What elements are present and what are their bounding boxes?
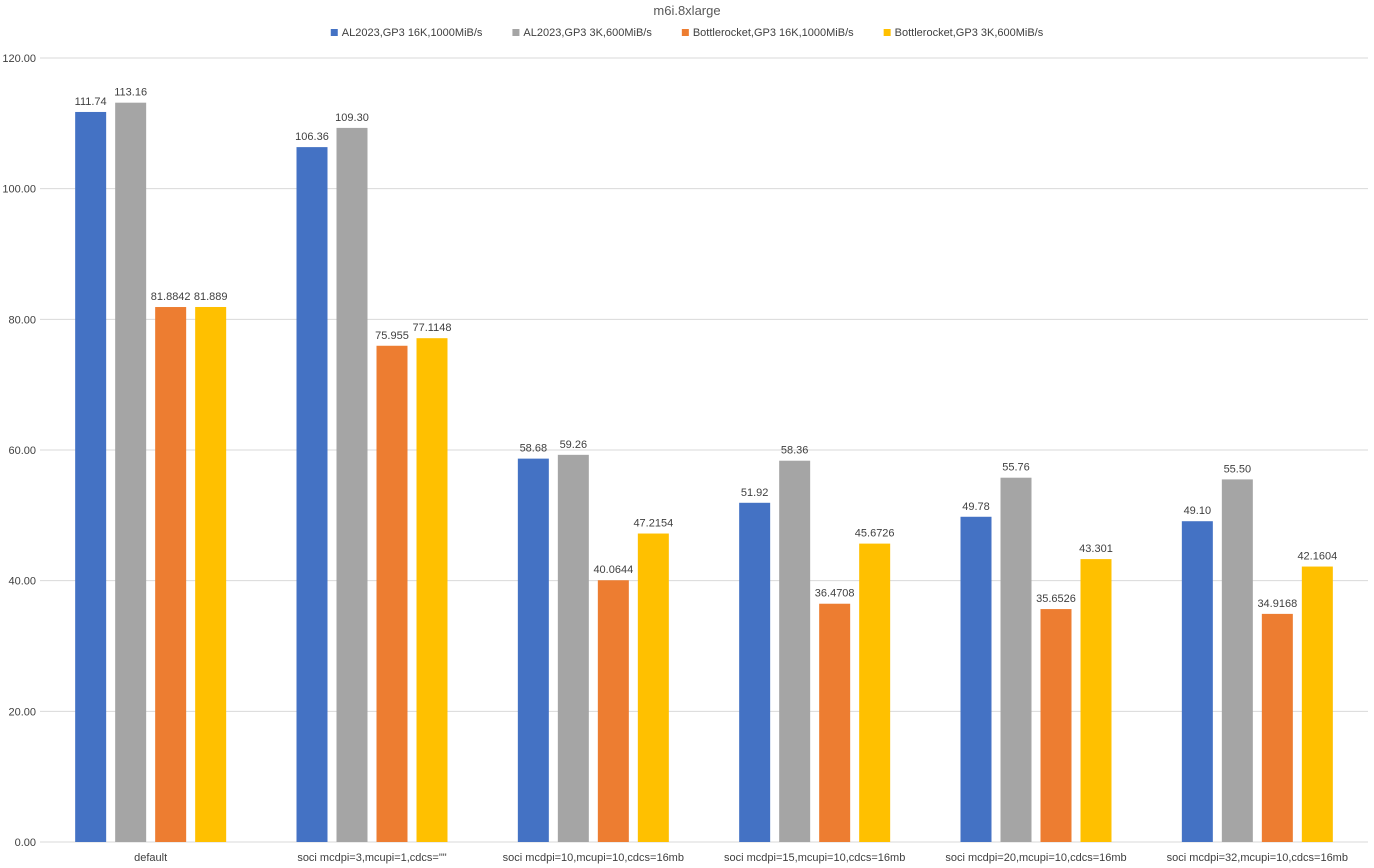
data-label: 49.78 <box>962 501 990 513</box>
legend-item: Bottlerocket,GP3 3K,600MiB/s <box>883 27 1044 39</box>
bar <box>376 345 408 842</box>
legend-swatch <box>512 29 520 36</box>
bar <box>416 338 448 842</box>
bar <box>296 147 328 842</box>
legend-swatch <box>883 29 891 36</box>
y-tick-label: 20.00 <box>8 706 36 718</box>
data-label: 49.10 <box>1184 505 1212 517</box>
bars <box>75 102 1333 843</box>
bar <box>637 533 669 842</box>
legend-label: Bottlerocket,GP3 3K,600MiB/s <box>895 27 1044 39</box>
x-category-label: soci mcdpi=20,mcupi=10,cdcs=16mb <box>945 852 1126 864</box>
data-label: 40.0644 <box>593 564 633 576</box>
data-label: 59.26 <box>560 439 588 451</box>
y-tick-label: 120.00 <box>2 53 36 65</box>
bar <box>1000 477 1032 842</box>
bar <box>336 127 368 842</box>
legend-label: AL2023,GP3 3K,600MiB/s <box>523 27 652 39</box>
data-label: 42.1604 <box>1297 551 1337 563</box>
bar <box>557 454 589 842</box>
data-label: 58.68 <box>520 443 548 455</box>
legend-item: AL2023,GP3 3K,600MiB/s <box>512 27 652 39</box>
y-tick-label: 100.00 <box>2 184 36 196</box>
bar <box>1301 566 1333 842</box>
legend: AL2023,GP3 16K,1000MiB/s AL2023,GP3 3K,60… <box>330 27 1044 39</box>
bar <box>75 111 107 842</box>
bar <box>1040 609 1072 842</box>
data-label: 45.6726 <box>855 528 895 540</box>
data-label: 77.1148 <box>413 322 452 334</box>
legend-swatch <box>330 29 338 36</box>
bar <box>819 603 851 842</box>
legend-label: AL2023,GP3 16K,1000MiB/s <box>342 27 483 39</box>
bar <box>960 516 992 842</box>
x-category-label: soci mcdpi=15,mcupi=10,cdcs=16mb <box>724 852 905 864</box>
data-label: 58.36 <box>781 445 809 457</box>
data-label: 35.6526 <box>1036 593 1076 605</box>
bar <box>517 458 549 842</box>
bar <box>115 102 147 843</box>
legend-label: Bottlerocket,GP3 16K,1000MiB/s <box>693 27 854 39</box>
data-label: 109.30 <box>335 112 369 124</box>
y-tick-label: 40.00 <box>8 576 36 588</box>
legend-item: Bottlerocket,GP3 16K,1000MiB/s <box>681 27 854 39</box>
data-label: 47.2154 <box>633 518 673 530</box>
x-category-label: soci mcdpi=10,mcupi=10,cdcs=16mb <box>503 852 684 864</box>
data-label: 55.76 <box>1002 462 1030 474</box>
y-tick-label: 60.00 <box>8 445 36 457</box>
x-axis-categories: default soci mcdpi=3,mcupi=1,cdcs="" soci … <box>134 852 1348 864</box>
data-label: 36.4708 <box>815 588 855 600</box>
data-label: 81.889 <box>194 291 228 303</box>
data-label: 81.8842 <box>151 291 191 303</box>
data-label: 34.9168 <box>1257 598 1297 610</box>
data-label: 75.955 <box>375 330 409 342</box>
bar <box>155 307 187 843</box>
bar <box>739 502 771 842</box>
bar <box>195 306 227 843</box>
bar <box>859 543 891 842</box>
bar <box>1221 479 1253 842</box>
data-label: 106.36 <box>295 131 329 143</box>
chart-title: m6i.8xlarge <box>653 3 720 18</box>
data-label: 51.92 <box>741 487 769 499</box>
data-label: 55.50 <box>1224 463 1252 475</box>
data-label: 43.301 <box>1079 543 1113 555</box>
y-axis-ticks: 0.00 20.00 40.00 60.00 80.00 100.00 120.00 <box>2 53 36 849</box>
data-labels: 111.74 113.16 81.8842 81.889 106.36 109.30 75.… <box>75 87 1338 610</box>
bar <box>1080 559 1112 842</box>
bar <box>1261 613 1293 842</box>
legend-swatch <box>681 29 689 36</box>
y-tick-label: 0.00 <box>15 837 36 849</box>
bar <box>597 580 629 842</box>
x-category-label: default <box>134 852 167 864</box>
x-category-label: soci mcdpi=3,mcupi=1,cdcs="" <box>297 852 446 864</box>
legend-item: AL2023,GP3 16K,1000MiB/s <box>330 27 483 39</box>
x-category-label: soci mcdpi=32,mcupi=10,cdcs=16mb <box>1167 852 1348 864</box>
data-label: 111.74 <box>75 96 107 108</box>
data-label: 113.16 <box>114 87 147 99</box>
gridlines <box>40 57 1368 843</box>
bar <box>1181 521 1213 842</box>
y-tick-label: 80.00 <box>8 314 36 326</box>
bar <box>779 460 811 842</box>
